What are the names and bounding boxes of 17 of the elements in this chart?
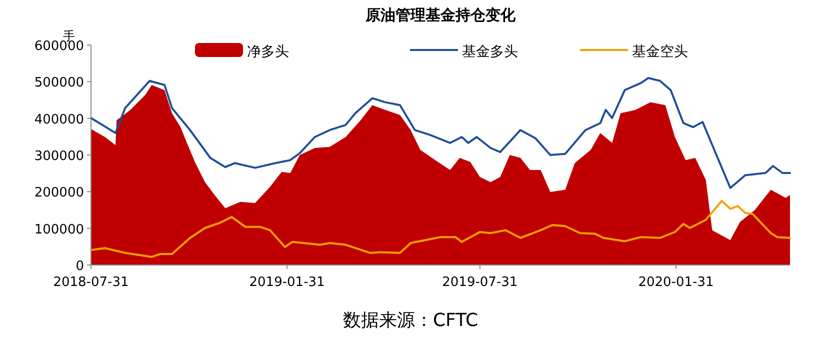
y-tick-label: 500000 bbox=[34, 76, 84, 91]
y-tick-label: 400000 bbox=[34, 112, 84, 128]
line-series bbox=[90, 200, 791, 258]
y-tick-label: 100000 bbox=[34, 222, 84, 238]
x-tick-label: 2018-07-31 bbox=[53, 275, 129, 290]
y-tick-label: 200000 bbox=[34, 186, 84, 201]
chart-title: 原油管理基金持仓变化 bbox=[364, 6, 516, 24]
legend-label: 基金空头 bbox=[632, 44, 688, 60]
x-tick-label: 2020-01-31 bbox=[638, 275, 714, 290]
x-tick-label: 2019-01-31 bbox=[249, 275, 325, 290]
line-series bbox=[90, 77, 791, 189]
y-tick-label: 0 bbox=[76, 259, 84, 274]
y-tick-label: 300000 bbox=[34, 149, 84, 164]
legend-label: 基金多头 bbox=[462, 44, 518, 60]
legend-label: 净多头 bbox=[247, 44, 289, 60]
x-tick-label: 2019-07-31 bbox=[442, 275, 518, 290]
source-note: 数据来源：CFTC bbox=[342, 310, 478, 331]
